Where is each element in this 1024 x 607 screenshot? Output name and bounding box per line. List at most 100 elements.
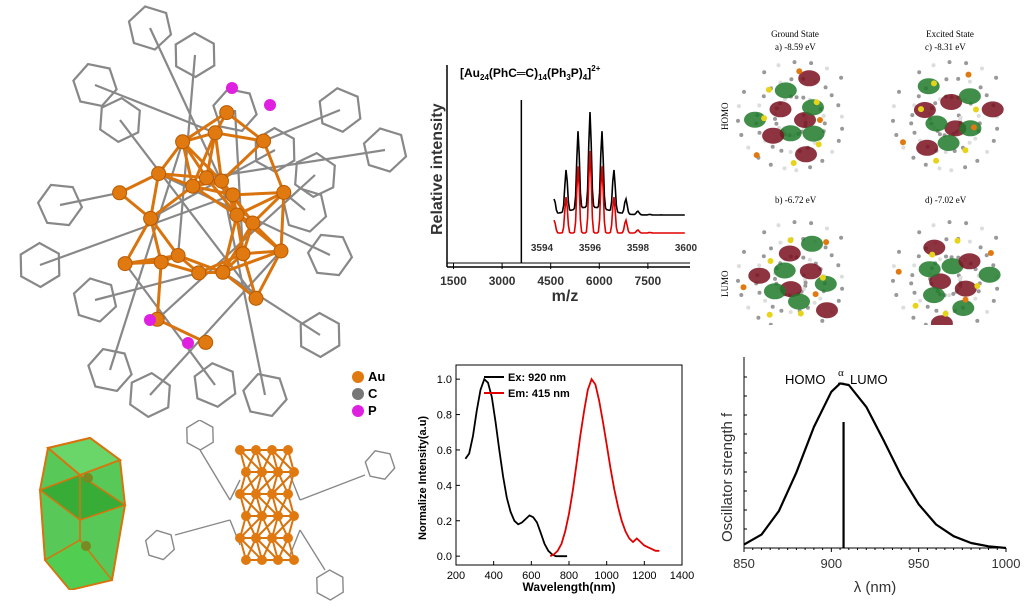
au-au-bond	[191, 184, 238, 217]
au-au-bond	[181, 111, 228, 144]
au-au-bond	[239, 515, 263, 539]
atom-legend: Au C P	[350, 368, 410, 428]
au-atom	[256, 133, 272, 149]
au-atom	[219, 105, 235, 121]
au-au-bond	[181, 140, 223, 183]
spectra-x-tick-label: 200	[447, 570, 465, 582]
phenyl-ring	[72, 62, 118, 108]
au-au-bond	[279, 192, 286, 252]
ms-x-tick-label: 7500	[635, 274, 662, 288]
legend-p-label: P	[368, 403, 377, 418]
au-atom	[273, 511, 283, 521]
au-au-bond	[205, 132, 217, 179]
au-au-bond	[149, 217, 180, 257]
osc-x-tick-label: 850	[733, 556, 755, 571]
ligand-bond	[156, 174, 316, 321]
au-atom	[241, 555, 251, 565]
au-atom	[214, 173, 229, 189]
osc-x-tick-label: 950	[908, 556, 930, 571]
orbital-panel: Ground State Excited State HOMO LUMO a) …	[720, 29, 1004, 325]
ligand-bond	[149, 250, 282, 396]
spectra-legend-label: Em: 415 nm	[508, 388, 570, 400]
au-atom	[199, 170, 214, 186]
au-atom	[215, 264, 231, 280]
ligand-bond	[199, 449, 231, 501]
au-au-bond	[241, 253, 258, 299]
ligand-bond	[229, 479, 241, 501]
osc-ylabel: Oscillator strength f	[719, 412, 736, 542]
spectra-y-tick-label: 0.0	[437, 551, 452, 563]
framework-side-view	[144, 420, 396, 601]
emission-series-line	[549, 377, 660, 558]
au-au-bond	[255, 515, 279, 539]
spectra-x-tick-label: 600	[522, 570, 540, 582]
phenyl-ring	[127, 5, 173, 51]
spectra-legend-label: Ex: 920 nm	[508, 372, 566, 384]
au-atom	[248, 290, 264, 306]
orbital-panel-a-label: a) -8.59 eV	[775, 42, 816, 52]
ligand-bond	[233, 109, 245, 254]
orbital-panel-c-label: c) -8.31 eV	[925, 42, 966, 52]
au-atom	[283, 489, 293, 499]
au-atom	[276, 185, 292, 200]
au-atom	[229, 207, 245, 223]
ms-simulated-trace	[553, 150, 685, 234]
au-atom	[241, 511, 251, 521]
au-atom	[289, 511, 299, 521]
osc-x-tick-label: 1000	[992, 556, 1021, 571]
au-atom	[289, 467, 299, 477]
ms-x-tick-label: 6000	[586, 274, 613, 288]
p-atom	[264, 99, 276, 111]
phenyl-ring	[174, 31, 216, 79]
au-au-bond	[149, 173, 161, 219]
au-atom	[251, 533, 261, 543]
ms-inset-tick-label: 3594	[531, 243, 554, 254]
phenyl-ring	[19, 241, 61, 289]
phenyl-ring	[362, 127, 408, 173]
au-atom	[191, 265, 207, 281]
legend-au-label: Au	[368, 369, 386, 384]
orbital-isosurface	[736, 220, 845, 325]
spectra-x-tick-label: 1200	[632, 570, 656, 582]
au-atom	[235, 445, 245, 455]
orbital-col-header-ground: Ground State	[771, 29, 819, 39]
au-atom	[151, 166, 167, 182]
au-au-bond	[254, 250, 283, 300]
au-au-bond	[177, 254, 224, 274]
orbital-isosurface	[736, 60, 845, 173]
au-atom	[245, 215, 261, 231]
au-atom	[257, 555, 267, 565]
au-atom	[198, 334, 214, 350]
au-atom	[235, 246, 251, 262]
legend-c-label: C	[368, 386, 378, 401]
p-atom	[226, 82, 238, 94]
phenyl-ring	[129, 371, 171, 419]
p-atom	[182, 337, 194, 349]
au-atom	[273, 467, 283, 477]
osc-annotation-homo: HOMO	[785, 372, 825, 387]
au-au-bond	[156, 317, 207, 344]
ms-x-tick-label: 1500	[440, 274, 467, 288]
phenyl-ring	[36, 183, 84, 227]
p-atom	[144, 314, 156, 326]
au-atom	[267, 445, 277, 455]
ligand-bond	[174, 519, 231, 536]
spectra-x-tick-label: 1400	[670, 570, 694, 582]
ligand-bond	[299, 529, 326, 571]
mass-spectrum: Relative intensity [Au24(PhC═C)14(Ph3P)4…	[429, 64, 698, 305]
au-au-bond	[239, 471, 263, 495]
au-au-bond	[271, 471, 295, 495]
ligand-bond	[94, 271, 200, 302]
au-au-bond	[222, 249, 282, 274]
ms-formula: [Au24(PhC═C)14(Ph3P)4]2+	[460, 64, 601, 82]
au-atom	[143, 210, 159, 226]
spectra-y-tick-label: 0.8	[437, 410, 452, 422]
osc-envelope-line	[743, 382, 1007, 550]
ligand-bond	[299, 474, 366, 501]
orbital-row-label-homo: HOMO	[720, 102, 730, 130]
au-atom	[112, 185, 128, 201]
spectra-x-tick-label: 800	[560, 570, 578, 582]
phenyl-ring	[193, 361, 237, 409]
au-atom	[289, 555, 299, 565]
au-atom	[257, 467, 267, 477]
